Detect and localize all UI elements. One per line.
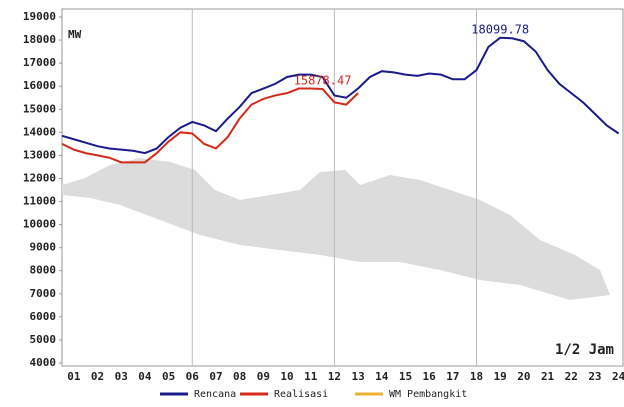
y-tick-label: 13000 bbox=[23, 148, 56, 161]
y-tick-label: 7000 bbox=[30, 287, 57, 300]
y-tick-label: 8000 bbox=[30, 264, 57, 277]
x-tick-label: 14 bbox=[375, 370, 389, 383]
x-tick-label: 05 bbox=[162, 370, 175, 383]
x-tick-label: 22 bbox=[565, 370, 578, 383]
y-tick-label: 5000 bbox=[30, 333, 57, 346]
x-tick-label: 08 bbox=[233, 370, 246, 383]
series-line bbox=[61, 36, 620, 155]
legend-label: WM Pembangkit bbox=[389, 389, 467, 400]
legend-label: Realisasi bbox=[274, 389, 328, 400]
x-tick-label: 02 bbox=[91, 370, 104, 383]
y-tick-label: 6000 bbox=[30, 310, 57, 323]
x-tick-label: 11 bbox=[304, 370, 318, 383]
y-tick-label: 11000 bbox=[23, 195, 56, 208]
y-tick-label: 15000 bbox=[23, 102, 56, 115]
x-note: 1/2 Jam bbox=[555, 342, 614, 358]
x-tick-label: 20 bbox=[517, 370, 530, 383]
x-tick-label: 06 bbox=[186, 370, 200, 383]
y-label: MW bbox=[68, 28, 82, 41]
x-tick-label: 07 bbox=[209, 370, 222, 383]
x-tick-label: 18 bbox=[470, 370, 483, 383]
annotation: 18099.78 bbox=[471, 22, 529, 36]
y-tick-label: 9000 bbox=[30, 241, 57, 254]
y-tick-label: 16000 bbox=[23, 79, 56, 92]
y-tick-label: 14000 bbox=[23, 125, 56, 138]
y-tick-label: 4000 bbox=[30, 356, 57, 369]
x-tick-label: 24 bbox=[612, 370, 624, 383]
legend-label: Rencana bbox=[194, 389, 236, 400]
x-tick-label: 04 bbox=[138, 370, 152, 383]
series-line bbox=[61, 87, 359, 164]
x-tick-label: 10 bbox=[280, 370, 293, 383]
y-tick-label: 12000 bbox=[23, 171, 56, 184]
map-silhouette bbox=[62, 158, 610, 300]
x-tick-label: 19 bbox=[494, 370, 507, 383]
x-tick-label: 13 bbox=[351, 370, 364, 383]
x-tick-label: 21 bbox=[541, 370, 555, 383]
x-tick-label: 17 bbox=[446, 370, 459, 383]
x-tick-label: 15 bbox=[399, 370, 412, 383]
y-tick-label: 17000 bbox=[23, 56, 56, 69]
x-tick-label: 16 bbox=[423, 370, 437, 383]
y-tick-label: 10000 bbox=[23, 218, 56, 231]
x-tick-label: 12 bbox=[328, 370, 341, 383]
annotation: 15878.47 bbox=[294, 74, 352, 88]
x-tick-label: 09 bbox=[257, 370, 270, 383]
y-tick-label: 19000 bbox=[23, 10, 56, 23]
x-tick-label: 03 bbox=[115, 370, 128, 383]
x-tick-label: 23 bbox=[588, 370, 601, 383]
x-tick-label: 01 bbox=[67, 370, 81, 383]
y-tick-label: 18000 bbox=[23, 33, 56, 46]
